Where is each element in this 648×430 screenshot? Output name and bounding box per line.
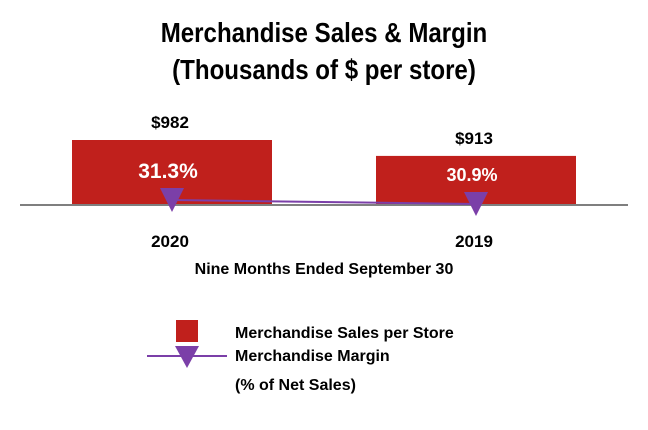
margin-marker-2020 — [160, 188, 184, 212]
chart-title-line1: Merchandise Sales & Margin — [160, 17, 488, 48]
x-axis-label: Nine Months Ended September 30 — [195, 261, 454, 278]
legend-triangle-marker — [175, 346, 199, 368]
chart-title-line2: (Thousands of $ per store) — [172, 54, 476, 85]
legend-bar-swatch — [176, 320, 198, 342]
x-tick-label-2019: 2019 — [455, 232, 493, 251]
margin-value-label-2020: 31.3% — [138, 160, 198, 183]
x-tick-label-2020: 2020 — [151, 232, 189, 251]
margin-marker-2019 — [464, 192, 488, 216]
legend-line-label: Merchandise Margin — [235, 348, 390, 365]
legend-line-label-2: (% of Net Sales) — [235, 377, 356, 394]
margin-line-path — [171, 199, 477, 205]
legend-bar-label: Merchandise Sales per Store — [235, 325, 454, 342]
bar-value-label-2019: $913 — [455, 129, 493, 148]
margin-value-label-2019: 30.9% — [446, 165, 497, 185]
bar-value-label-2020: $982 — [151, 113, 189, 132]
